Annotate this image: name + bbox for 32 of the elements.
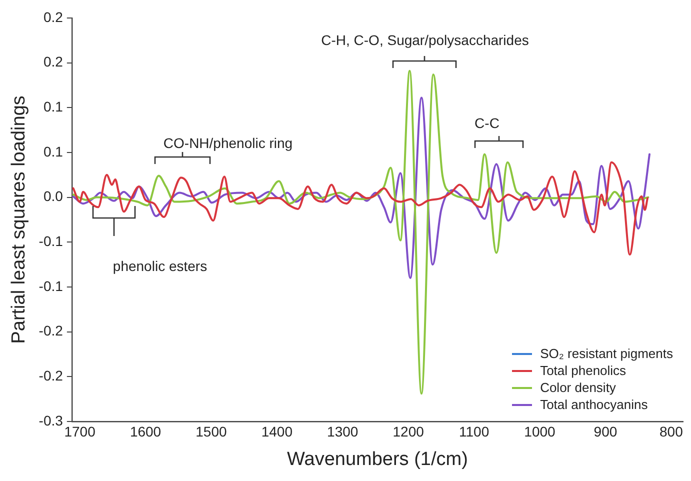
y-tick-label: 0.2 bbox=[43, 54, 64, 70]
y-tick-label: 0.0 bbox=[43, 188, 64, 204]
x-tick-label: 1700 bbox=[64, 424, 96, 440]
annotation: CO-NH/phenolic ring bbox=[163, 135, 293, 151]
x-tick-label: 900 bbox=[594, 424, 618, 440]
y-axis-title: Partial least squares loadings bbox=[8, 96, 30, 344]
y-tick-label: -0.2 bbox=[38, 322, 64, 339]
x-tick-label: 1400 bbox=[261, 424, 293, 440]
legend-label: SO₂ resistant pigments bbox=[540, 345, 673, 362]
x-tick-label: 1100 bbox=[458, 424, 490, 440]
y-tick-label: 0.1 bbox=[43, 98, 64, 115]
annotation: phenolic esters bbox=[112, 258, 208, 274]
x-tick-label: 1600 bbox=[130, 424, 162, 440]
legend-label: Total phenolics bbox=[540, 362, 626, 380]
x-tick-label: 1200 bbox=[392, 424, 424, 440]
y-tick-label: 0.2 bbox=[43, 8, 64, 25]
x-axis-title: Wavenumbers (1/cm) bbox=[287, 448, 468, 470]
x-tick-label: 1500 bbox=[196, 424, 228, 440]
legend-label: Total anthocyanins bbox=[540, 396, 648, 414]
annotation: C-H, C-O, Sugar/polysaccharides bbox=[321, 32, 529, 48]
x-tick-label: 1000 bbox=[524, 424, 556, 440]
legend-label: Color density bbox=[540, 379, 616, 396]
line-series bbox=[72, 96, 650, 279]
y-tick-label: -0.1 bbox=[38, 232, 64, 249]
y-tick-label: -0.1 bbox=[38, 278, 64, 294]
x-tick-label: 800 bbox=[659, 424, 684, 440]
line-series bbox=[72, 161, 649, 256]
annotation: C-C bbox=[474, 115, 500, 131]
y-tick-label: -0.3 bbox=[38, 412, 64, 428]
y-tick-label: 0.1 bbox=[43, 143, 64, 160]
x-tick-label: 1300 bbox=[327, 424, 358, 440]
y-tick-label: -0.2 bbox=[38, 367, 64, 384]
